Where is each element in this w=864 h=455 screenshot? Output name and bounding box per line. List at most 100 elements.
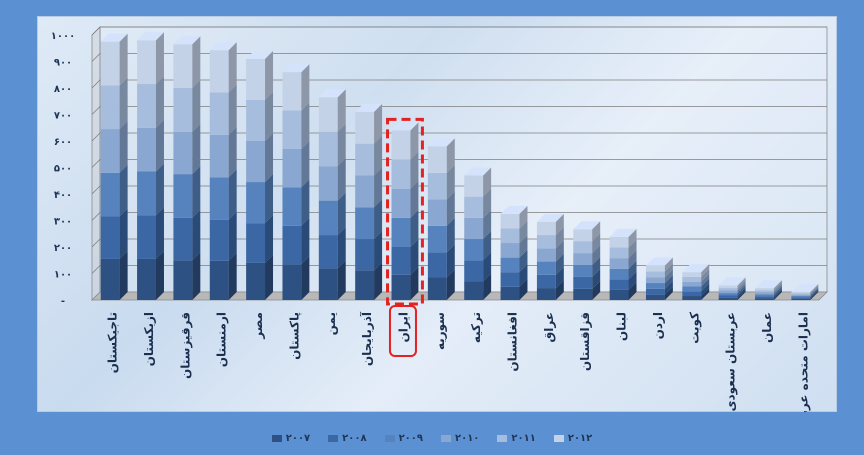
- category-label: ارمنستان: [215, 312, 229, 367]
- bar-segment: [282, 102, 310, 149]
- bar-segment: [427, 191, 455, 226]
- bar-segment: [791, 284, 819, 294]
- category-label: ازبکستان: [142, 312, 156, 366]
- bar-segment: [355, 135, 383, 176]
- bar-segment: [573, 257, 601, 277]
- stacked-bar-chart: - ۱۰۰ ۲۰۰ ۳۰۰ ۴۰۰ ۵۰۰ ۶۰۰ ۷۰۰ ۸۰۰ ۹۰۰ ۱۰۰۰ تاجیکست…: [51, 26, 828, 427]
- bar-segment: [500, 249, 528, 273]
- category-label: آذربایجان: [359, 311, 374, 366]
- bar-segment: [791, 285, 819, 295]
- bar-segment: [755, 282, 782, 293]
- bar-segment: [755, 288, 782, 299]
- category-label: پاکستان: [287, 312, 301, 360]
- bar-segment: [536, 253, 564, 275]
- bar-segment: [318, 192, 346, 236]
- bar-segment: [173, 209, 201, 261]
- legend-label: ۲۰۱۰: [455, 432, 480, 444]
- bar-segment: [209, 84, 237, 135]
- bar-segment: [391, 151, 419, 189]
- bar-segment: [682, 273, 710, 287]
- y-tick-label: ۹۰۰: [54, 58, 72, 69]
- bar-segment: [645, 286, 673, 300]
- bar-segment: [791, 288, 819, 298]
- gridline: [91, 132, 827, 142]
- bar-segment: [427, 244, 455, 278]
- bar-segment: [246, 133, 274, 183]
- gridline: [91, 26, 827, 36]
- bar-segment: [645, 263, 673, 278]
- bar-segment: [755, 284, 782, 295]
- bar-segment: [718, 287, 746, 298]
- bar-segment: [246, 50, 274, 100]
- y-tick-label: ۴۰۰: [54, 190, 72, 201]
- category-label: سوریه: [433, 312, 448, 350]
- bar-segment: [427, 269, 455, 300]
- bar-segment: [209, 126, 237, 178]
- bar-segment: [609, 239, 637, 259]
- bar-segment: [573, 233, 601, 254]
- bar-segment: [791, 286, 819, 297]
- bar-segment: [137, 207, 164, 259]
- bar-segment: [100, 121, 128, 173]
- legend-swatch: [553, 434, 564, 442]
- bar-segment: [100, 33, 128, 86]
- bar-segment: [173, 36, 201, 88]
- legend-label: ۲۰۱۱: [511, 432, 536, 444]
- bar-segment: [464, 273, 492, 300]
- gridline: [91, 79, 827, 89]
- bar-segment: [645, 269, 673, 284]
- bar-segment: [355, 167, 383, 208]
- bar-segment: [355, 231, 383, 271]
- bar-segment: [318, 158, 346, 201]
- y-tick-label: ۶۰۰: [54, 137, 72, 148]
- highlight-dashed-box: [386, 117, 424, 306]
- bar-segment: [573, 268, 601, 289]
- category-label: عربستان سعودی: [724, 312, 739, 411]
- bar-segment: [173, 166, 201, 218]
- bar-segment: [718, 289, 746, 300]
- bar-segment: [609, 250, 637, 269]
- bar-segment: [209, 252, 237, 300]
- highlight-label-box: [388, 305, 417, 357]
- bar-segment: [391, 239, 419, 275]
- bar-segment: [536, 240, 564, 262]
- bar-segment: [464, 209, 492, 240]
- legend-swatch: [497, 434, 508, 442]
- bar-segment: [137, 76, 164, 128]
- legend-item: ۲۰۱۲: [553, 433, 592, 444]
- bar-segment: [318, 260, 346, 300]
- bar-segment: [536, 280, 564, 300]
- bar-segment: [755, 286, 782, 297]
- y-tick-label: ۱۰۰: [54, 270, 72, 281]
- bar-segment: [100, 250, 128, 300]
- gridline: [91, 185, 827, 195]
- legend-swatch: [384, 434, 395, 442]
- bar-segment: [355, 262, 383, 300]
- bar-segment: [500, 220, 528, 244]
- category-label: یمن: [324, 312, 338, 335]
- bar-segment: [682, 278, 710, 292]
- legend-item: ۲۰۰۷: [271, 432, 311, 444]
- bar-segment: [100, 208, 128, 259]
- legend-label: ۲۰۰۷: [285, 432, 311, 444]
- gridline: [91, 53, 827, 62]
- bar-segment: [282, 217, 310, 265]
- bar-segment: [246, 174, 274, 224]
- bar-segment: [173, 80, 201, 132]
- bar-segment: [791, 290, 819, 300]
- bar-segment: [318, 123, 346, 167]
- legend-item: ۲۰۱۰: [441, 433, 479, 444]
- category-label: کویت: [687, 312, 702, 344]
- legend-swatch: [271, 434, 282, 442]
- bar-segment: [427, 164, 455, 200]
- legend-swatch: [441, 434, 451, 442]
- bar-segment: [609, 260, 637, 280]
- bar-segment: [318, 227, 346, 269]
- bar-segment: [500, 278, 528, 300]
- bar-segment: [246, 91, 274, 141]
- bar-segment: [246, 215, 274, 263]
- bar-segment: [464, 167, 492, 197]
- bar-segment: [391, 266, 419, 300]
- bar-segment: [391, 180, 419, 218]
- bar-segment: [173, 123, 201, 175]
